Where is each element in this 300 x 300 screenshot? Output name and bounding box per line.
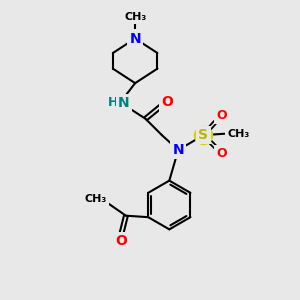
- Text: N: N: [129, 32, 141, 46]
- Text: O: O: [161, 95, 173, 110]
- Text: O: O: [216, 109, 226, 122]
- Text: S: S: [199, 128, 208, 142]
- Text: N: N: [172, 143, 184, 157]
- Text: N: N: [118, 96, 130, 110]
- Text: O: O: [216, 147, 226, 161]
- Text: O: O: [115, 234, 127, 248]
- Text: CH₃: CH₃: [84, 194, 106, 204]
- Text: H: H: [107, 96, 118, 109]
- Text: CH₃: CH₃: [227, 129, 249, 139]
- Text: CH₃: CH₃: [124, 12, 146, 22]
